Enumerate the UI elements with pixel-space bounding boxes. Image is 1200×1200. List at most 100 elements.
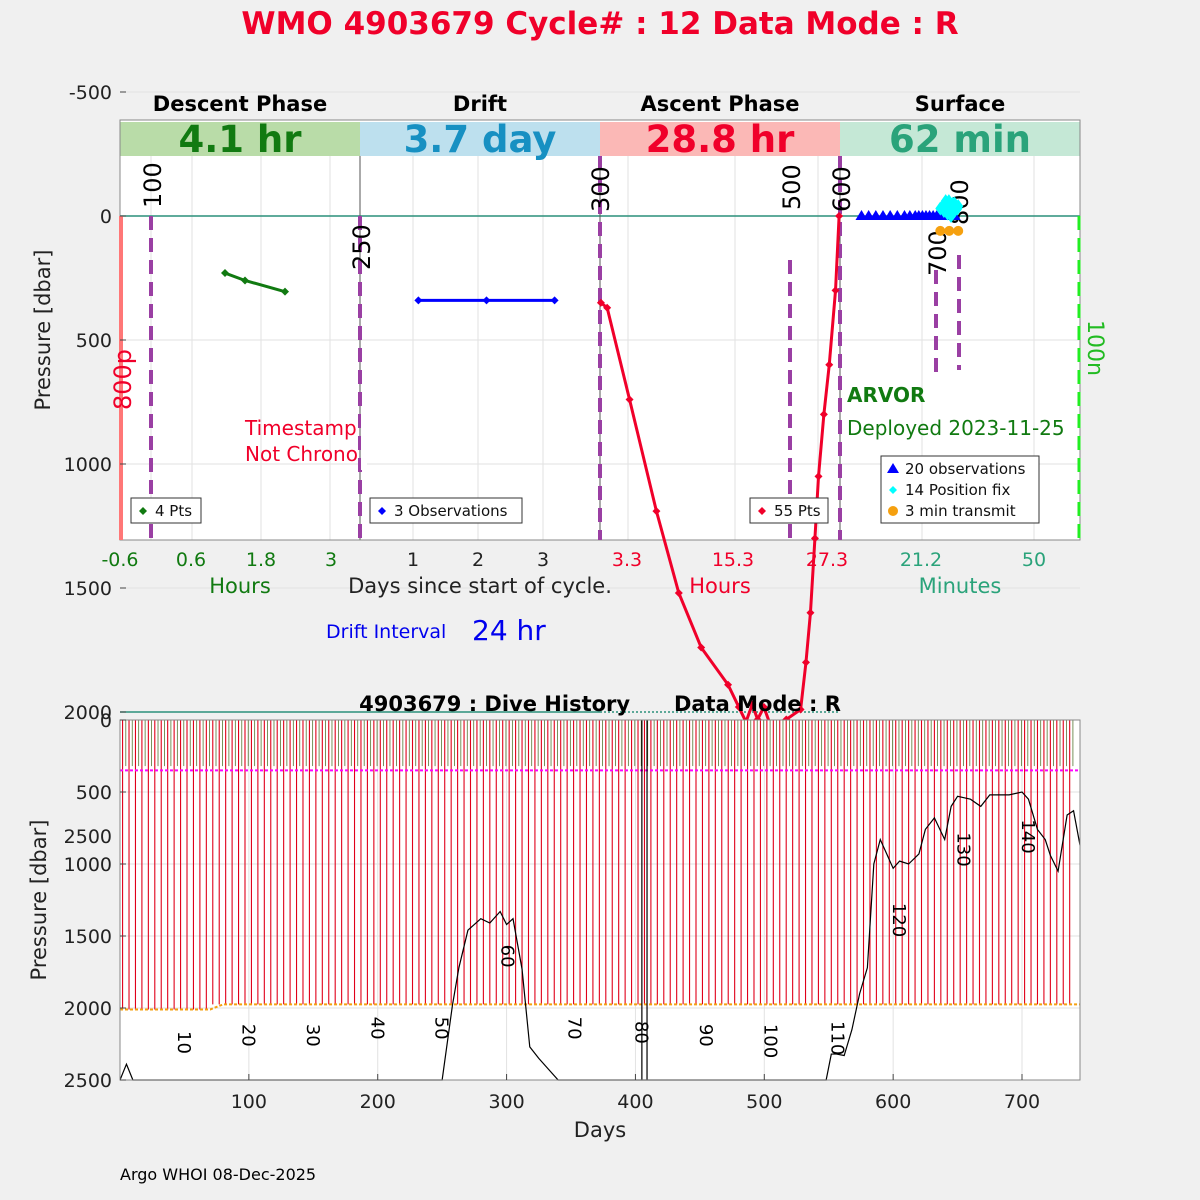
surface-legend-marker	[887, 463, 899, 473]
bottom-x-tick-label: 100	[231, 1091, 267, 1113]
surface-legend-text: 20 observations	[905, 460, 1026, 478]
ascent-point	[814, 472, 823, 481]
page-title: WMO 4903679 Cycle# : 12 Data Mode : R	[241, 6, 958, 42]
y-tick-label: 1000	[64, 454, 112, 476]
note-clip	[361, 410, 367, 470]
phase-duration-2: 28.8 hr	[646, 118, 796, 161]
drift-x-label: Days since start of cycle.	[348, 574, 612, 598]
bottom-y-tick-label: 1500	[64, 926, 112, 948]
y-tick-label: 2000	[64, 702, 112, 724]
cycle-label: 70	[563, 1017, 584, 1040]
cycle-label: 10	[173, 1031, 194, 1054]
x-tick-label-panel-0: -0.6	[101, 549, 138, 571]
bottom-x-tick-label: 400	[617, 1091, 653, 1113]
label-100: 100	[139, 162, 167, 208]
ascent-point	[801, 658, 810, 667]
dive-traces	[122, 720, 1074, 1010]
phase-title-0: Descent Phase	[153, 92, 327, 116]
x-tick-label-panel-1: 1	[407, 549, 419, 571]
phase-duration-0: 4.1 hr	[178, 118, 302, 161]
bottom-y-tick-label: 0	[100, 710, 112, 732]
drift-point	[414, 296, 423, 305]
ascent-legend-text: 55 Pts	[774, 502, 821, 520]
y-tick-label: 2500	[64, 826, 112, 848]
ascent-point	[835, 212, 844, 220]
label-250: 250	[348, 224, 376, 270]
cycle-label: 110	[826, 1021, 847, 1055]
timestamp-note-2: Not Chrono	[245, 442, 358, 466]
label-100n: 100n	[1082, 320, 1107, 376]
surface-position-fix	[940, 194, 951, 209]
phase-title-2: Ascent Phase	[641, 92, 800, 116]
phase-duration-3: 62 min	[889, 118, 1031, 161]
timestamp-note-1: Timestamp	[244, 416, 357, 440]
ascent-x-label: Hours	[689, 574, 751, 598]
cycle-label: 100	[759, 1024, 780, 1058]
drift-interval-label: Drift Interval	[326, 621, 446, 643]
surface-transmit	[953, 225, 964, 236]
phase-band-0	[120, 122, 360, 156]
phase-band-2	[600, 122, 840, 156]
descent-legend-marker	[139, 507, 147, 515]
drift-legend-marker	[378, 507, 386, 515]
surface-legend-text: 14 Position fix	[905, 481, 1010, 499]
phase-band-3	[840, 122, 1080, 156]
float-type: ARVOR	[847, 383, 925, 407]
bottom-y-tick-label: 500	[76, 782, 112, 804]
label-300: 300	[587, 166, 615, 212]
drift-legend-box	[369, 497, 523, 524]
cycle-label: 140	[1017, 819, 1038, 853]
cycle-label: 60	[496, 945, 517, 968]
surface-transmit	[944, 225, 955, 236]
ascent-point	[596, 298, 605, 307]
cycle-label: 50	[431, 1017, 452, 1040]
ascent-point	[796, 705, 805, 714]
drift-interval-value: 24 hr	[472, 614, 546, 647]
bottom-x-axis-label: Days	[574, 1118, 626, 1142]
bottom-plot-area	[120, 720, 1080, 1080]
ascent-point	[697, 643, 706, 652]
bathymetry-line	[119, 791, 1081, 1081]
top-y-axis-label: Pressure [dbar]	[31, 250, 55, 411]
ascent-point	[831, 286, 840, 295]
surface-legend-marker	[888, 506, 898, 516]
bottom-y-tick-label: 2000	[64, 998, 112, 1020]
surface-position-fix	[947, 196, 958, 211]
cycle-label: 30	[302, 1024, 323, 1047]
ascent-point	[625, 395, 634, 404]
ascent-point	[806, 608, 815, 617]
surface-legend-text: 3 min transmit	[905, 502, 1016, 520]
bottom-y-tick-label: 2500	[64, 1070, 112, 1092]
bottom-x-tick-label: 200	[360, 1091, 396, 1113]
footer-credit: Argo WHOI 08-Dec-2025	[120, 1165, 317, 1184]
ascent-point	[748, 700, 757, 709]
x-tick-label-panel-2: 27.3	[806, 549, 848, 571]
y-tick-label: -500	[69, 82, 112, 104]
cycle-label: 120	[888, 903, 909, 937]
x-tick-label-panel-3: 50	[1022, 549, 1046, 571]
deployed-date: Deployed 2023-11-25	[847, 416, 1065, 440]
surface-transmit	[935, 225, 946, 236]
ascent-point	[652, 507, 661, 516]
bottom-x-tick-label: 600	[875, 1091, 911, 1113]
bottom-chart-title: 4903679 : Dive History Data Mode : R	[359, 692, 841, 716]
label-600: 600	[828, 166, 856, 212]
phase-duration-1: 3.7 day	[404, 118, 557, 161]
x-tick-label-panel-2: 15.3	[712, 549, 754, 571]
x-tick-label-panel-1: 2	[472, 549, 484, 571]
cycle-label: 130	[953, 832, 974, 866]
cycle-label: 90	[695, 1024, 716, 1047]
x-tick-label-panel-3: 21.2	[900, 549, 942, 571]
bottom-x-tick-label: 300	[488, 1091, 524, 1113]
drift-legend-text: 3 Observations	[394, 502, 508, 520]
phase-band-1	[360, 122, 600, 156]
surface-legend-marker	[889, 486, 897, 494]
ascent-point	[603, 303, 612, 312]
bottom-axes-box	[119, 719, 1081, 1081]
descent-legend-text: 4 Pts	[155, 502, 192, 520]
ascent-point	[819, 410, 828, 419]
ascent-point	[825, 360, 834, 369]
label-500: 500	[778, 164, 806, 210]
descent-x-label: Hours	[209, 574, 271, 598]
